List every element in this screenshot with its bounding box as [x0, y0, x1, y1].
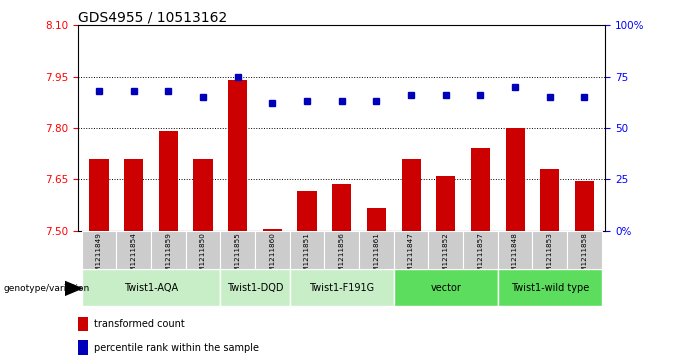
Bar [532, 231, 567, 269]
Bar [463, 231, 498, 269]
Bar [78, 340, 88, 355]
Bar [498, 269, 602, 306]
Bar [428, 231, 463, 269]
Text: GSM1211849: GSM1211849 [96, 232, 102, 281]
Text: Twist1-F191G: Twist1-F191G [309, 283, 374, 293]
Text: genotype/variation: genotype/variation [3, 284, 90, 293]
Bar [255, 231, 290, 269]
Bar [159, 131, 178, 231]
Bar [194, 159, 213, 231]
Text: GSM1211860: GSM1211860 [269, 232, 275, 281]
Bar [151, 231, 186, 269]
Text: GSM1211858: GSM1211858 [581, 232, 588, 281]
Bar [324, 231, 359, 269]
Bar [394, 269, 498, 306]
Text: GDS4955 / 10513162: GDS4955 / 10513162 [78, 10, 227, 24]
Text: GSM1211852: GSM1211852 [443, 232, 449, 281]
Bar [228, 80, 248, 231]
Bar [540, 169, 559, 231]
Bar [505, 128, 524, 231]
Bar [82, 269, 220, 306]
Text: GSM1211848: GSM1211848 [512, 232, 518, 281]
Bar [359, 231, 394, 269]
Bar [82, 231, 116, 269]
Bar [290, 231, 324, 269]
Bar [297, 191, 317, 231]
Text: GSM1211854: GSM1211854 [131, 232, 137, 281]
Bar [575, 181, 594, 231]
Text: GSM1211853: GSM1211853 [547, 232, 553, 281]
Bar [332, 184, 352, 231]
Bar [394, 231, 428, 269]
Bar [220, 269, 290, 306]
Bar [436, 176, 455, 231]
Bar [186, 231, 220, 269]
Bar [367, 208, 386, 231]
Text: vector: vector [430, 283, 461, 293]
Text: GSM1211850: GSM1211850 [200, 232, 206, 281]
Bar [290, 269, 394, 306]
Polygon shape [65, 281, 82, 295]
Text: GSM1211856: GSM1211856 [339, 232, 345, 281]
Bar [220, 231, 255, 269]
Text: transformed count: transformed count [94, 319, 185, 329]
Bar [498, 231, 532, 269]
Bar [78, 317, 88, 331]
Text: GSM1211847: GSM1211847 [408, 232, 414, 281]
Bar [116, 231, 151, 269]
Text: GSM1211861: GSM1211861 [373, 232, 379, 281]
Bar [471, 148, 490, 231]
Bar [567, 231, 602, 269]
Bar [401, 159, 420, 231]
Bar [90, 159, 109, 231]
Text: GSM1211855: GSM1211855 [235, 232, 241, 281]
Text: GSM1211851: GSM1211851 [304, 232, 310, 281]
Text: GSM1211857: GSM1211857 [477, 232, 483, 281]
Text: GSM1211859: GSM1211859 [165, 232, 171, 281]
Bar [124, 159, 143, 231]
Bar [263, 229, 282, 231]
Text: percentile rank within the sample: percentile rank within the sample [94, 343, 259, 352]
Text: Twist1-wild type: Twist1-wild type [511, 283, 589, 293]
Text: Twist1-DQD: Twist1-DQD [226, 283, 284, 293]
Text: Twist1-AQA: Twist1-AQA [124, 283, 178, 293]
